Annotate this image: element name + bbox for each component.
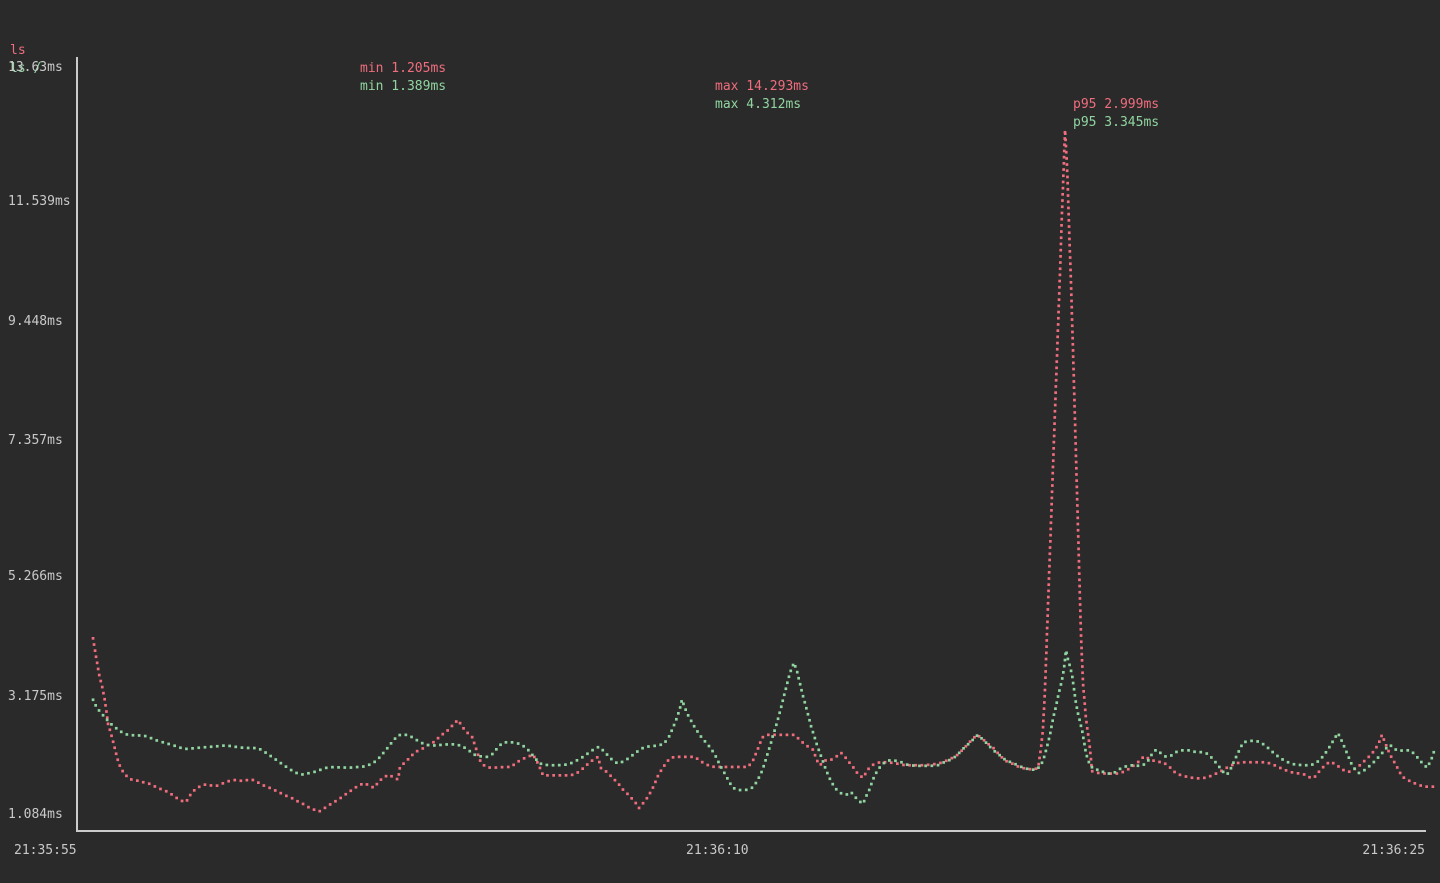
stat-p95-ls-slash: p95 3.345ms: [1073, 115, 1160, 130]
stat-min-ls: min 1.205ms: [360, 61, 447, 76]
x-axis-tick: 21:36:25: [1362, 843, 1425, 858]
y-axis-tick: 3.175ms: [8, 689, 63, 704]
stat-p95-ls: p95 2.999ms: [1073, 97, 1160, 112]
stat-max-ls-slash: max 4.312ms: [715, 97, 802, 112]
legend-command-ls-slash: ls /: [10, 61, 42, 76]
series-header-row-green: ls / min 1.389ms max 4.312ms p95 3.345ms: [0, 42, 1440, 130]
x-axis-tick: 21:36:10: [686, 843, 749, 858]
y-axis-tick: 7.357ms: [8, 433, 63, 448]
series-header-row-red: ls min 1.205ms max 14.293ms p95 2.999ms: [0, 24, 1440, 112]
y-axis-line: [76, 57, 78, 831]
x-axis-tick: 21:35:55: [14, 843, 77, 858]
legend-command-ls: ls: [10, 43, 26, 58]
stat-max-ls: max 14.293ms: [715, 79, 809, 94]
stat-min-ls-slash: min 1.389ms: [360, 79, 447, 94]
y-axis-tick: 5.266ms: [8, 569, 63, 584]
y-axis-tick: 1.084ms: [8, 807, 63, 822]
y-axis-tick: 11.539ms: [8, 194, 71, 209]
y-axis-tick: 13.63ms: [8, 60, 63, 75]
x-axis-line: [76, 830, 1426, 832]
y-axis-tick: 9.448ms: [8, 314, 63, 329]
